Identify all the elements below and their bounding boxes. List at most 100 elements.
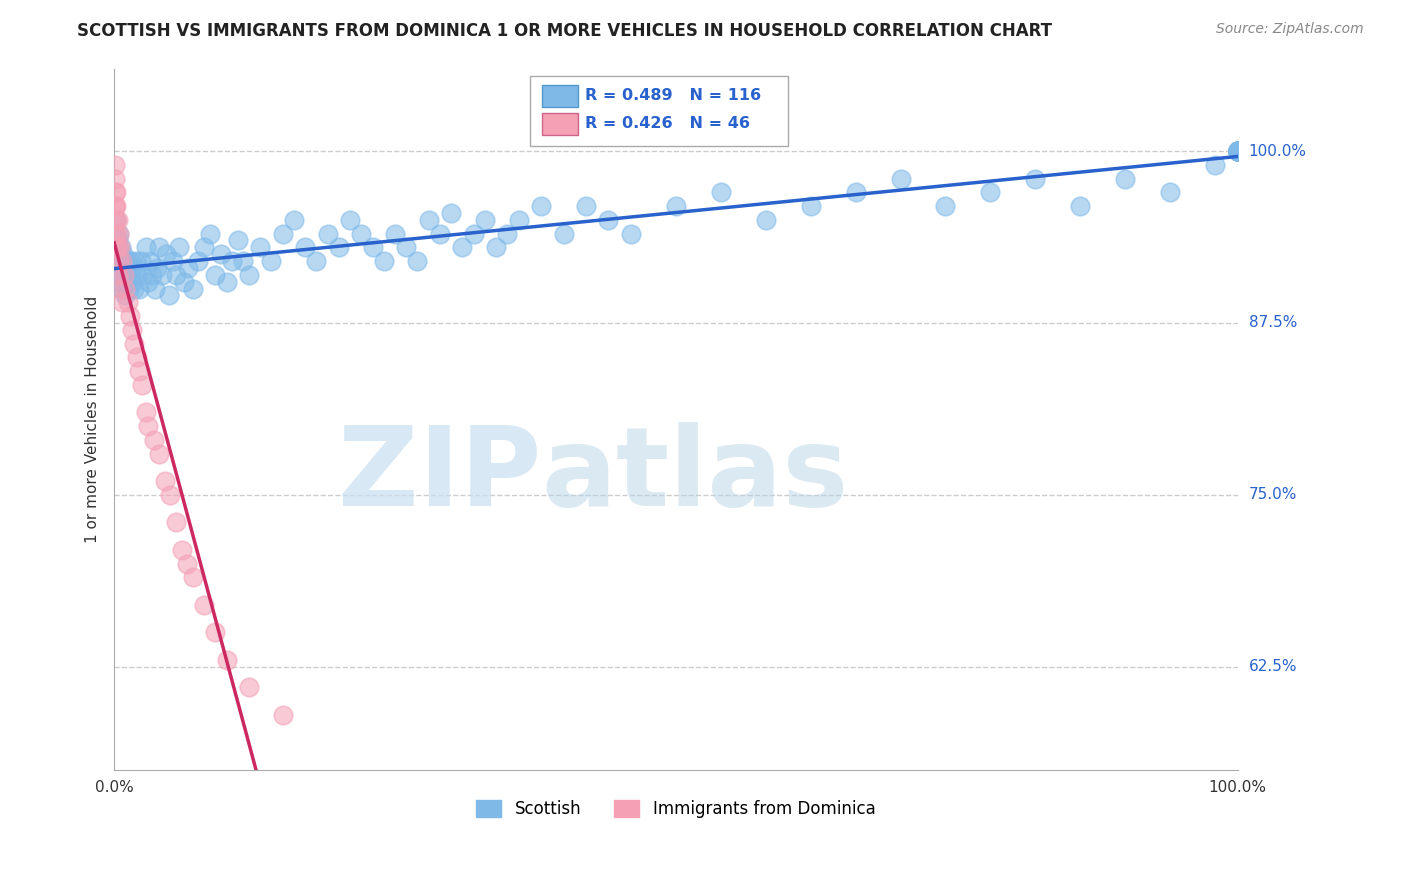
Point [165,268,187,282]
Point [118,282,141,296]
Point [1226,144,1249,158]
Point [226,234,249,248]
Point [104,227,127,241]
Point [1226,144,1249,158]
Point [1226,144,1249,158]
Point [373,254,395,268]
Point [107,254,129,268]
Point [496,227,519,241]
Point [104,158,127,172]
Point [215,275,238,289]
Point [215,653,238,667]
Text: atlas: atlas [541,422,848,529]
Point [112,268,135,282]
Point [440,206,463,220]
Point [107,260,129,275]
Point [117,295,139,310]
Point [177,260,200,275]
Point [1226,144,1249,158]
Point [934,199,956,213]
Point [271,708,294,723]
Point [135,405,157,419]
Y-axis label: 1 or more Vehicles in Household: 1 or more Vehicles in Household [86,295,100,543]
Point [121,275,143,289]
Point [105,227,128,241]
Point [1226,144,1249,158]
Point [187,254,209,268]
Point [384,227,406,241]
Point [979,186,1001,200]
Point [260,254,283,268]
Point [122,260,145,275]
Point [1226,144,1249,158]
Point [204,268,226,282]
FancyBboxPatch shape [543,85,578,107]
Point [136,275,159,289]
Point [135,240,157,254]
Point [800,199,823,213]
Point [845,186,868,200]
Point [118,268,141,282]
Point [485,240,508,254]
Point [316,227,339,241]
Point [173,275,195,289]
Point [209,247,232,261]
Text: Source: ZipAtlas.com: Source: ZipAtlas.com [1216,22,1364,37]
Point [339,212,361,227]
Point [1226,144,1249,158]
Text: ZIP: ZIP [337,422,541,529]
Point [112,247,135,261]
Point [111,254,134,268]
Point [108,247,131,261]
Point [598,212,620,227]
Point [148,447,170,461]
Point [221,254,243,268]
Point [104,227,127,241]
Point [1226,144,1249,158]
Point [139,254,162,268]
Point [328,240,350,254]
Point [128,282,150,296]
Point [107,212,129,227]
Point [108,240,131,254]
Point [117,254,139,268]
Point [128,364,150,378]
Point [181,570,204,584]
Point [165,516,187,530]
Point [105,240,128,254]
Point [665,199,688,213]
Point [157,288,180,302]
Point [125,351,148,365]
Point [1226,144,1249,158]
Legend: Scottish, Immigrants from Dominica: Scottish, Immigrants from Dominica [470,793,882,825]
Point [108,282,131,296]
Point [114,282,136,296]
Point [114,288,136,302]
Point [169,240,191,254]
Point [710,186,733,200]
Point [155,247,177,261]
Point [124,282,146,296]
Point [111,282,134,296]
Point [238,681,260,695]
Point [1024,171,1046,186]
Point [575,199,598,213]
Point [271,227,294,241]
Point [107,240,129,254]
Point [104,199,127,213]
Point [294,240,316,254]
Point [110,240,132,254]
Point [107,227,129,241]
Point [204,625,226,640]
Point [124,254,146,268]
Point [105,212,128,227]
Point [143,282,166,296]
Point [283,212,305,227]
Point [1226,144,1249,158]
Point [110,268,132,282]
Point [104,199,127,213]
Point [463,227,485,241]
Point [114,260,136,275]
Point [105,268,128,282]
Point [1226,144,1249,158]
